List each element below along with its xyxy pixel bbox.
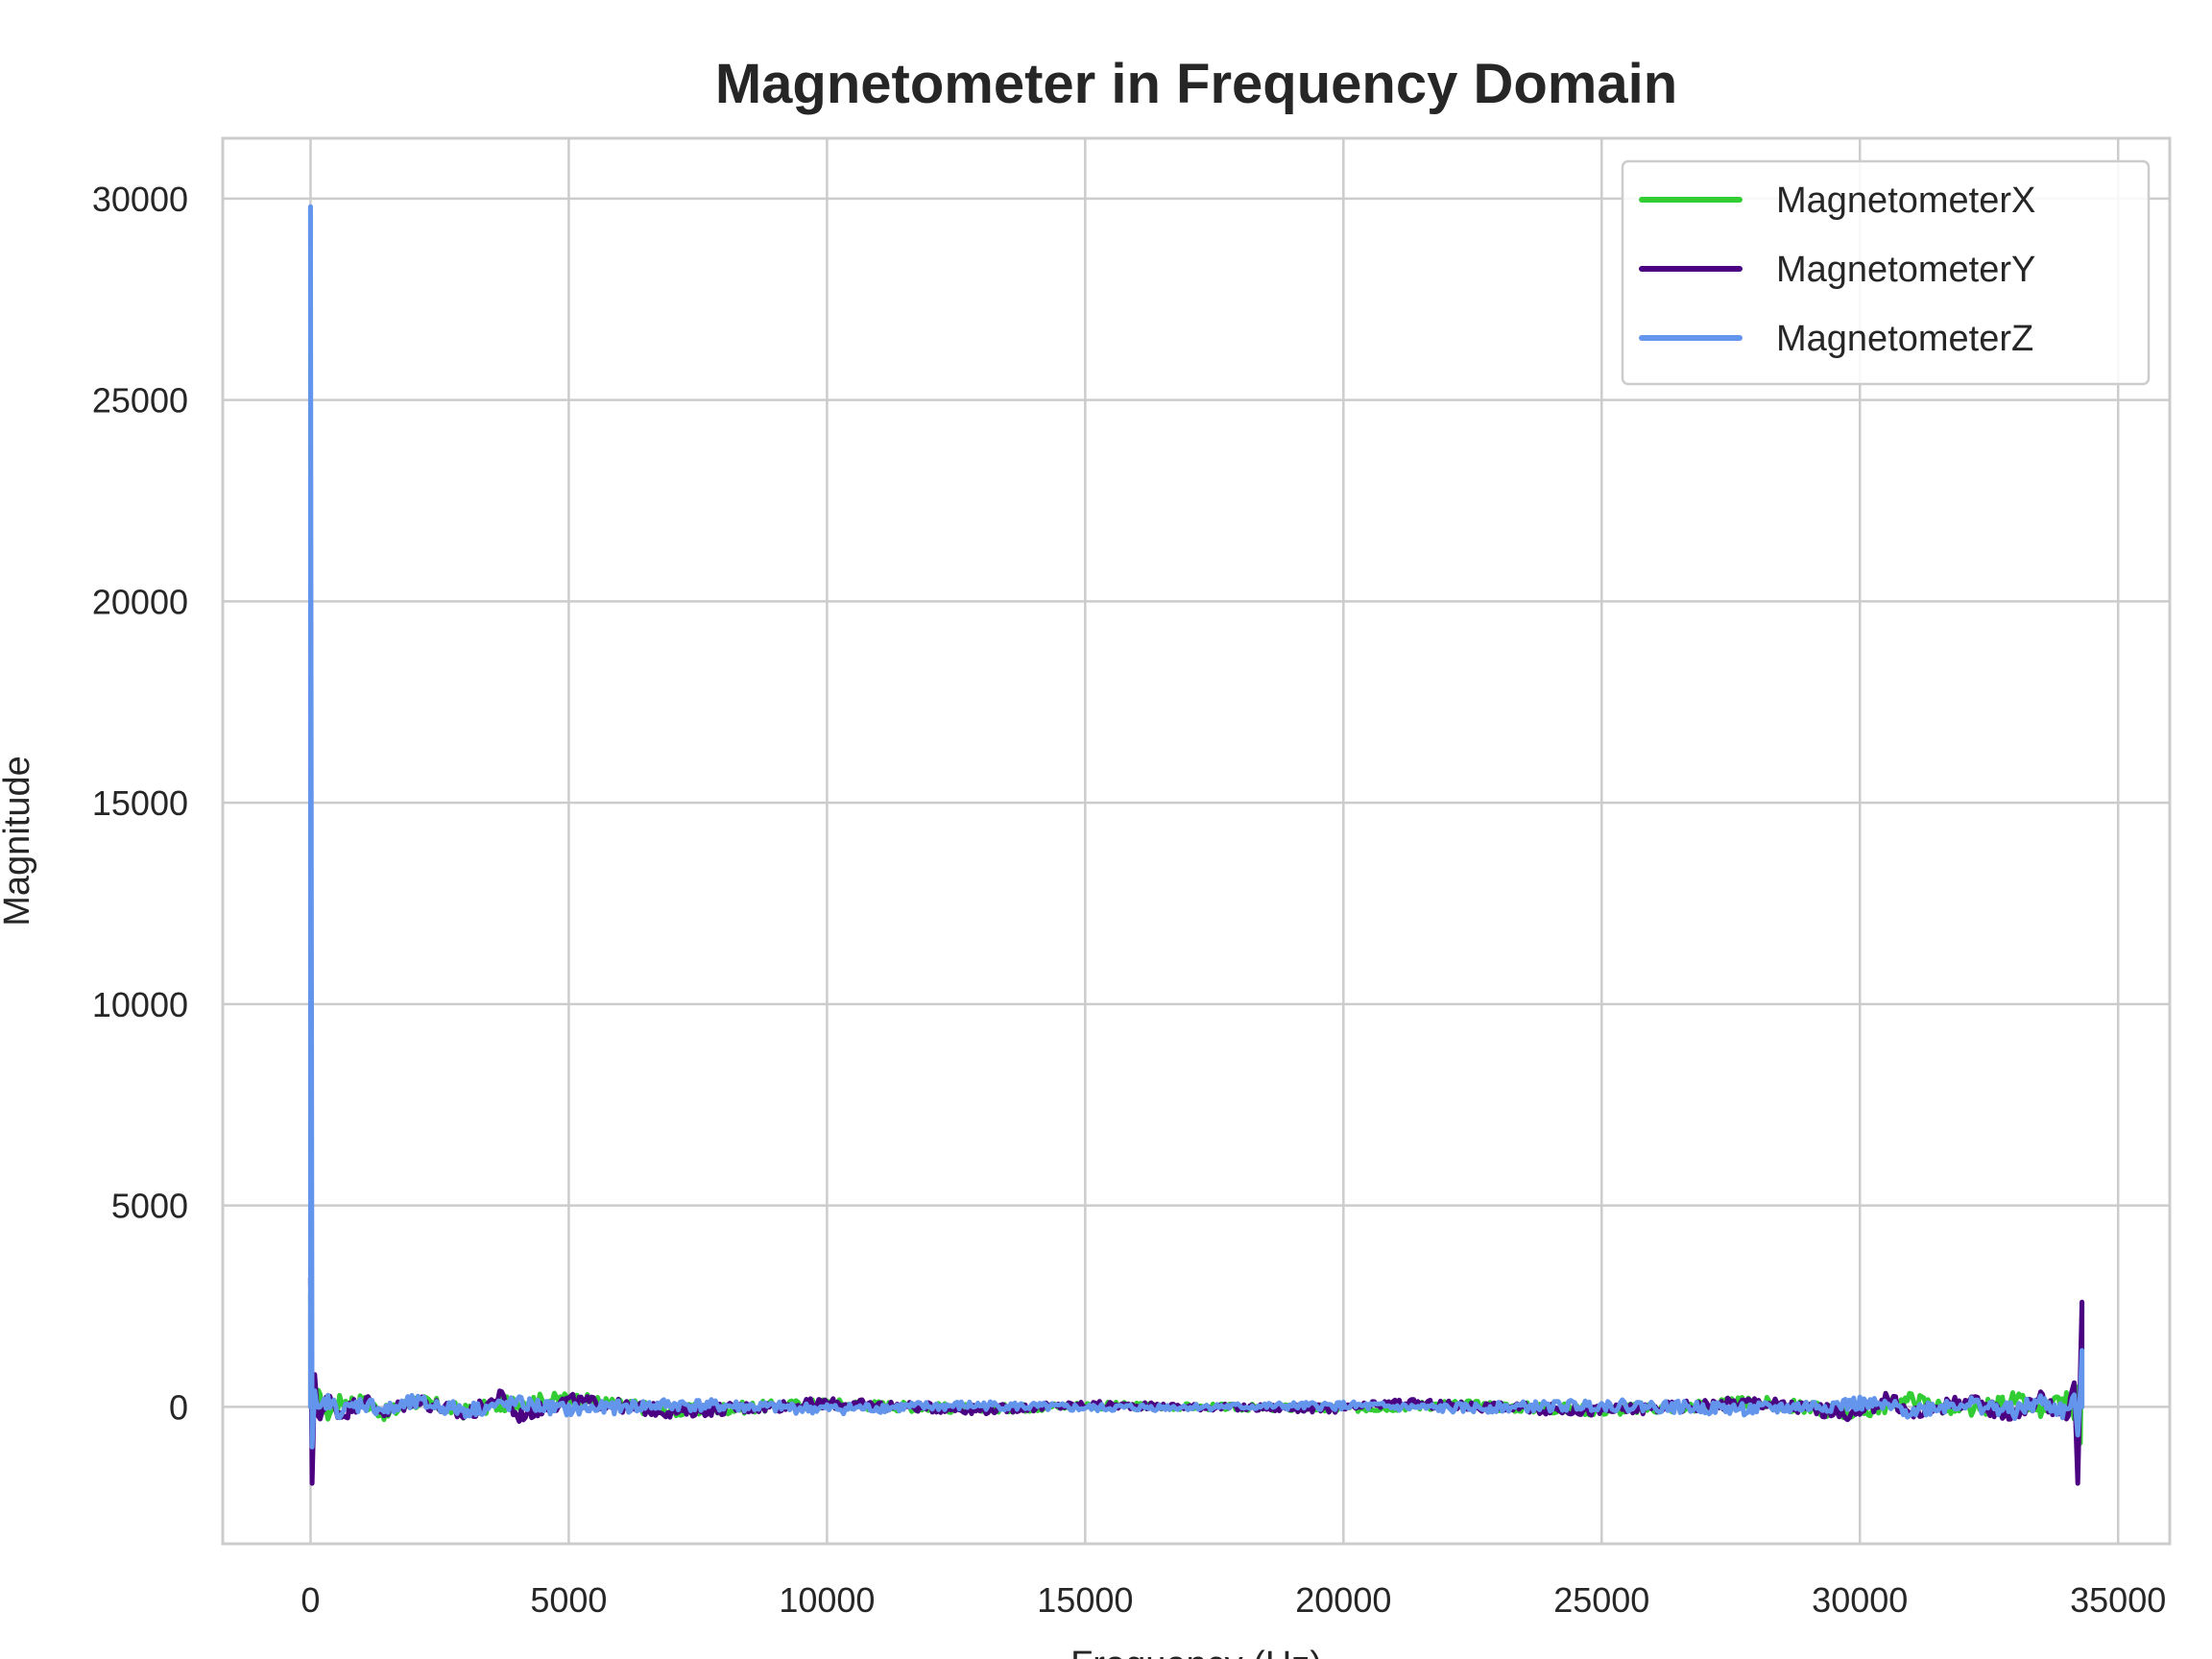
legend-label: MagnetometerY	[1776, 250, 2035, 290]
y-tick-label: 10000	[92, 985, 188, 1024]
y-tick-label: 15000	[92, 783, 188, 823]
series-layer	[307, 204, 2085, 1486]
y-tick-label: 5000	[111, 1187, 188, 1226]
y-tick-label: 0	[169, 1387, 188, 1427]
y-tick-label: 25000	[92, 381, 188, 421]
x-tick-label: 35000	[2070, 1580, 2166, 1620]
x-tick-label: 10000	[779, 1580, 875, 1620]
legend-label: MagnetometerZ	[1776, 319, 2033, 359]
series-line-magnetometerz	[307, 206, 2085, 1450]
x-tick-label: 30000	[1812, 1580, 1908, 1620]
y-axis-label: Magnitude	[0, 756, 37, 926]
x-tick-label: 20000	[1295, 1580, 1391, 1620]
chart-title: Magnetometer in Frequency Domain	[715, 53, 1677, 115]
legend-frame	[1621, 159, 2151, 386]
x-tick-label: 25000	[1553, 1580, 1649, 1620]
legend: MagnetometerX MagnetometerY MagnetometerZ	[1621, 159, 2151, 386]
x-axis-label: Frequency (Hz)	[1070, 1645, 1322, 1659]
x-tick-label: 0	[301, 1580, 320, 1620]
y-tick-label: 20000	[92, 582, 188, 621]
y-tick-label: 30000	[92, 180, 188, 219]
legend-label: MagnetometerX	[1776, 180, 2035, 221]
x-tick-label: 5000	[530, 1580, 607, 1620]
tick-layer: 0 5000 10000 15000 20000 25000 30000 35000 0 5000…	[92, 180, 2166, 1620]
plot-frame	[221, 136, 2172, 1546]
x-tick-label: 15000	[1037, 1580, 1133, 1620]
